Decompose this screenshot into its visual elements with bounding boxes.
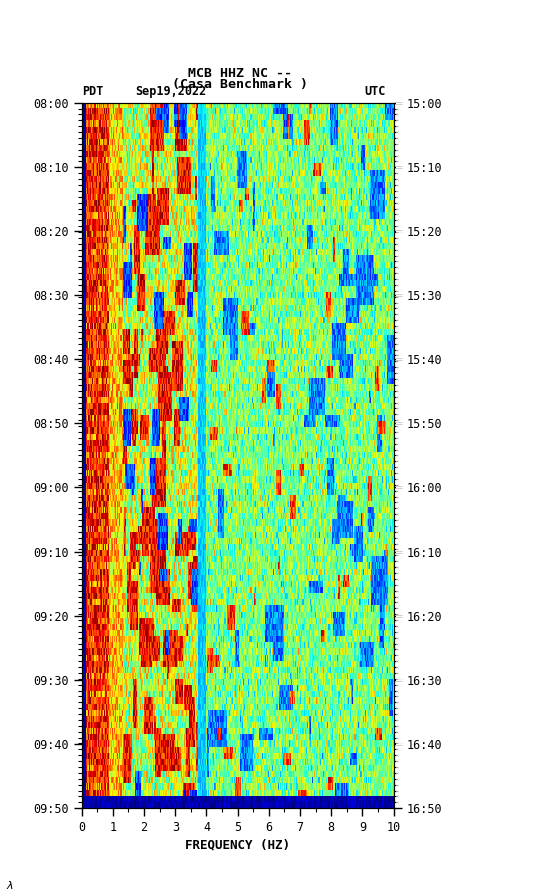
Polygon shape — [6, 13, 47, 45]
Text: (Casa Benchmark ): (Casa Benchmark ) — [172, 78, 308, 91]
X-axis label: FREQUENCY (HZ): FREQUENCY (HZ) — [185, 839, 290, 852]
Text: PDT: PDT — [82, 85, 103, 98]
Text: $\lambda$: $\lambda$ — [6, 879, 13, 890]
Text: UTC: UTC — [364, 85, 386, 98]
Text: MCB HHZ NC --: MCB HHZ NC -- — [188, 67, 292, 80]
Text: Sep19,2022: Sep19,2022 — [135, 85, 206, 98]
Text: USGS: USGS — [51, 21, 81, 34]
